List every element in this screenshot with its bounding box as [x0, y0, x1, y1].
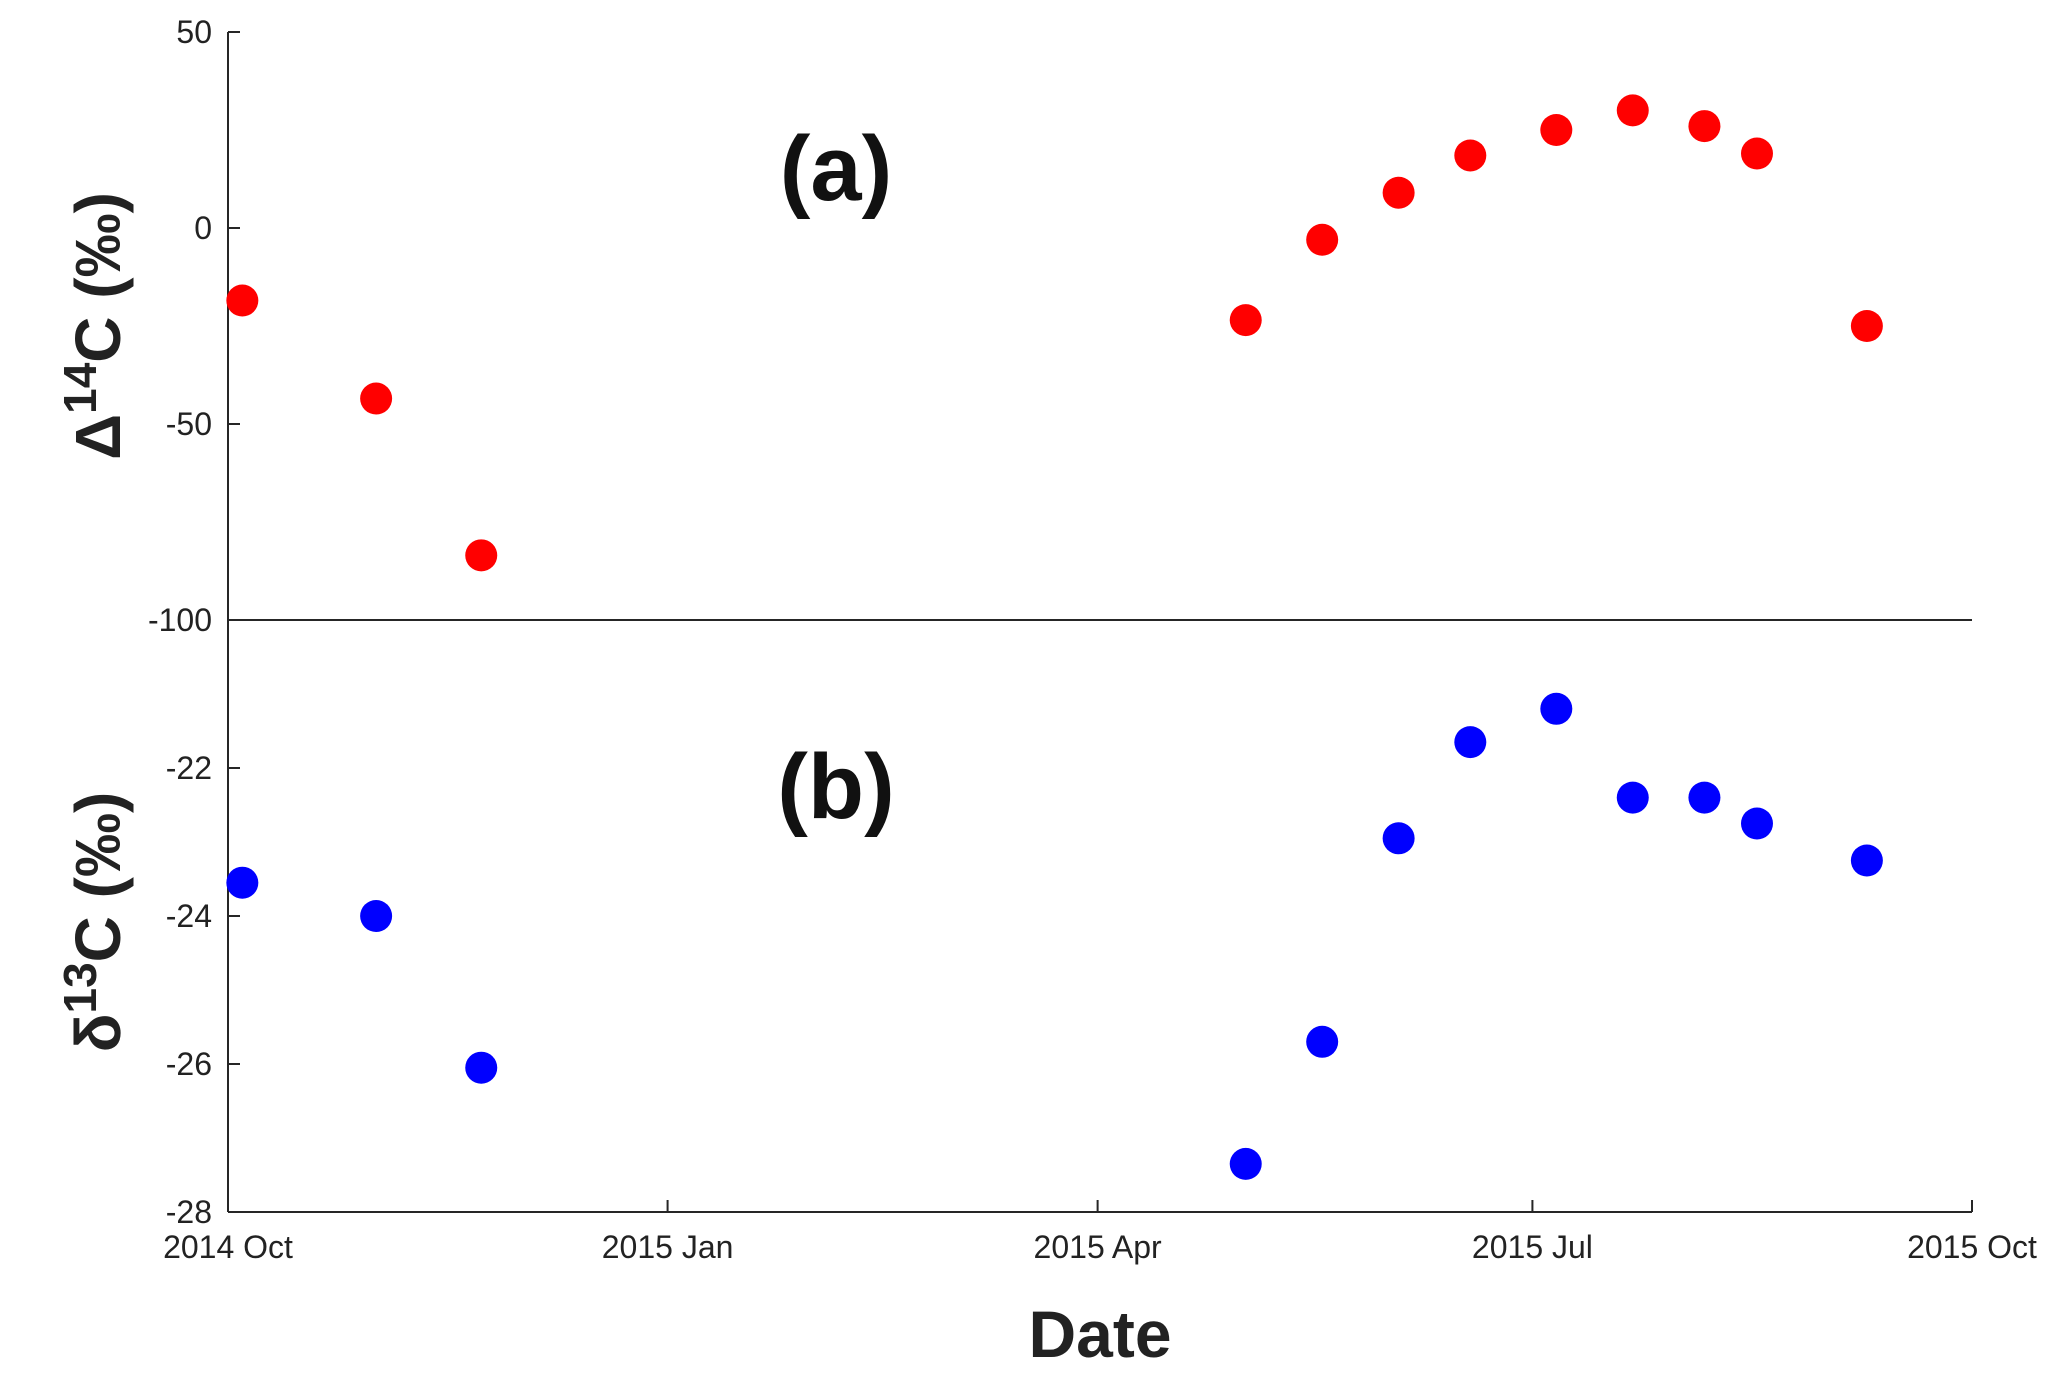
- panel-b-data-point: [1540, 692, 1573, 725]
- x-tick-label: 2015 Jan: [602, 1229, 734, 1265]
- panel-a-y-axis-title-prefix: Δ: [62, 414, 134, 460]
- panel-b-y-tick-label: -24: [166, 898, 212, 934]
- panel-a-data-point: [1616, 94, 1649, 127]
- panel-b-data-point: [360, 900, 393, 932]
- panel-a-data-point: [1229, 304, 1262, 337]
- panel-b-y-tick-label: -26: [166, 1046, 212, 1082]
- panel-b-data-point: [1740, 807, 1773, 840]
- panel-b-data-point: [465, 1051, 498, 1084]
- panel-a-data-point: [1454, 139, 1487, 172]
- panel-b-y-axis-title-sup: 13: [54, 962, 106, 1013]
- panel-a-data-point: [1688, 110, 1721, 143]
- panel-b-y-axis-title-prefix: δ: [62, 1013, 134, 1052]
- panel-a-points: [226, 94, 1883, 572]
- panel-a-y-tick-label: -50: [166, 406, 212, 442]
- panel-b-data-point: [1382, 822, 1415, 855]
- panel-b-y-tick-label: -22: [166, 750, 212, 786]
- panel-a-data-point: [1540, 114, 1573, 146]
- panel-b-data-point: [1616, 781, 1649, 814]
- panel-b-y-tick-label: -28: [166, 1194, 212, 1230]
- panel-a-data-point: [1740, 137, 1773, 170]
- panel-a: -100 -50 0 50 (a) Δ14C (‰): [54, 14, 1883, 638]
- panel-b: -28 -26 -24 -22 (b) δ13C (‰): [54, 620, 1883, 1230]
- panel-a-data-point: [465, 539, 498, 572]
- panel-a-data-point: [360, 382, 393, 415]
- panel-a-y-axis-title-sup: 14: [54, 362, 106, 414]
- panel-a-y-axis-title-rest: C (‰): [62, 192, 134, 363]
- panel-a-y-tick-label: 0: [194, 210, 212, 246]
- panel-b-data-point: [1454, 726, 1487, 759]
- panel-b-axes: -28 -26 -24 -22: [166, 620, 240, 1230]
- panel-a-data-point: [1850, 310, 1883, 342]
- panel-a-data-point: [1382, 176, 1415, 209]
- x-tick-label: 2015 Jul: [1472, 1229, 1593, 1265]
- panel-b-data-point: [1229, 1147, 1262, 1180]
- x-tick-label: 2015 Oct: [1907, 1229, 2037, 1265]
- panel-b-data-point: [1688, 781, 1721, 814]
- panel-b-y-axis-title: δ13C (‰): [54, 792, 134, 1053]
- panel-b-points: [226, 692, 1883, 1180]
- panel-a-axes: -100 -50 0 50: [148, 14, 240, 638]
- panel-a-y-tick-label: -100: [148, 602, 212, 638]
- panel-a-y-axis-title: Δ14C (‰): [54, 192, 134, 460]
- panel-b-data-point: [1306, 1025, 1339, 1058]
- panel-a-label: (a): [780, 118, 892, 220]
- panel-b-label: (b): [777, 736, 894, 838]
- panel-b-y-axis-title-rest: C (‰): [62, 792, 134, 963]
- panel-b-data-point: [1850, 844, 1883, 877]
- x-axis-title: Date: [1028, 1297, 1171, 1371]
- panel-a-data-point: [226, 284, 259, 317]
- x-tick-label: 2015 Apr: [1034, 1229, 1162, 1265]
- panel-a-y-tick-label: 50: [176, 14, 212, 50]
- x-tick-label: 2014 Oct: [163, 1229, 293, 1265]
- x-axis: 2014 Oct 2015 Jan 2015 Apr 2015 Jul 2015 Oct: [163, 619, 2037, 1265]
- panel-b-data-point: [226, 866, 259, 899]
- panel-a-data-point: [1306, 223, 1339, 256]
